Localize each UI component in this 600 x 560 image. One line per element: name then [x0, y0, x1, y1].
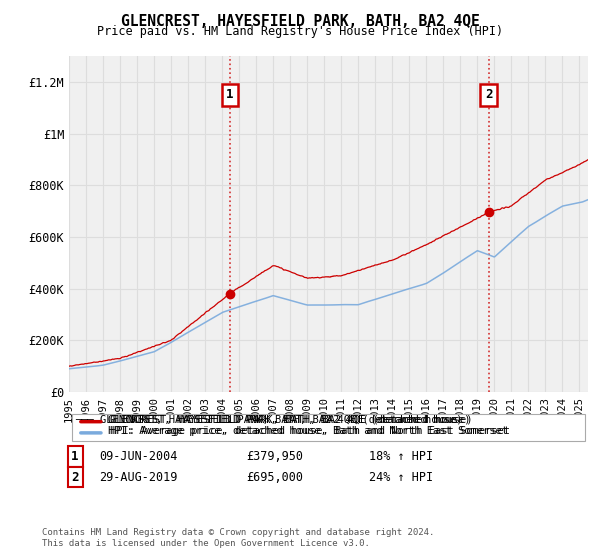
Text: 1: 1	[226, 88, 233, 101]
Text: ─── GLENCREST, HAYESFIELD PARK, BATH, BA2 4QE (detached house): ─── GLENCREST, HAYESFIELD PARK, BATH, BA…	[75, 414, 463, 424]
Text: £695,000: £695,000	[246, 470, 303, 484]
Text: GLENCREST, HAYESFIELD PARK, BATH, BA2 4QE (detached house): GLENCREST, HAYESFIELD PARK, BATH, BA2 4Q…	[110, 415, 472, 425]
Text: GLENCREST, HAYESFIELD PARK, BATH, BA2 4QE (detached house): GLENCREST, HAYESFIELD PARK, BATH, BA2 4Q…	[108, 415, 470, 425]
Text: GLENCREST, HAYESFIELD PARK, BATH, BA2 4QE: GLENCREST, HAYESFIELD PARK, BATH, BA2 4Q…	[121, 14, 479, 29]
Text: £379,950: £379,950	[246, 450, 303, 463]
Text: 2: 2	[485, 88, 493, 101]
Text: Price paid vs. HM Land Registry's House Price Index (HPI): Price paid vs. HM Land Registry's House …	[97, 25, 503, 38]
Text: Contains HM Land Registry data © Crown copyright and database right 2024.
This d: Contains HM Land Registry data © Crown c…	[42, 528, 434, 548]
Text: 09-JUN-2004: 09-JUN-2004	[99, 450, 178, 463]
Text: HPI: Average price, detached house, Bath and North East Somerset: HPI: Average price, detached house, Bath…	[108, 426, 508, 436]
Text: 18% ↑ HPI: 18% ↑ HPI	[369, 450, 433, 463]
Text: HPI: Average price, detached house, Bath and North East Somerset: HPI: Average price, detached house, Bath…	[110, 426, 510, 436]
Text: 24% ↑ HPI: 24% ↑ HPI	[369, 470, 433, 484]
Text: 29-AUG-2019: 29-AUG-2019	[99, 470, 178, 484]
Text: 2: 2	[71, 470, 79, 484]
Text: 1: 1	[71, 450, 79, 463]
